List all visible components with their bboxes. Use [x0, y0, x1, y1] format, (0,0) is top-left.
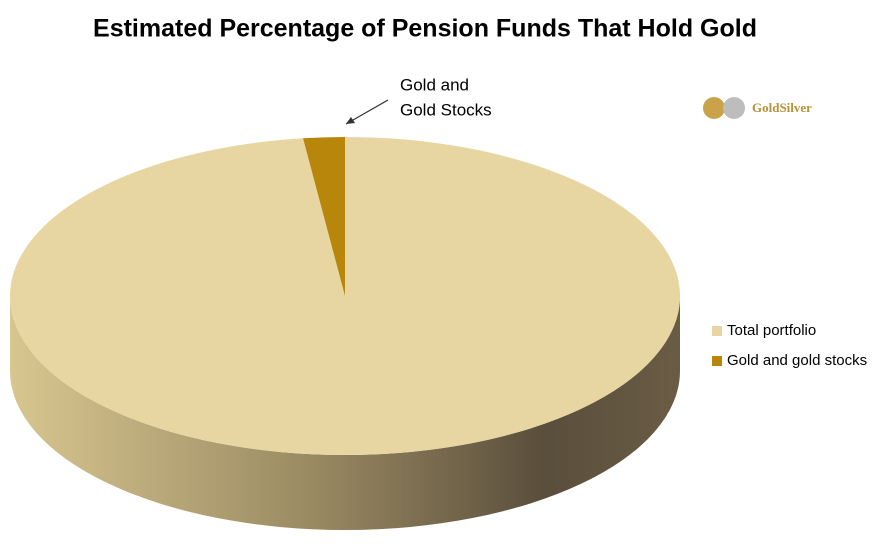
logo-coin: [703, 97, 725, 119]
legend-label: Gold and gold stocks: [727, 352, 867, 369]
slice-side: [10, 296, 680, 530]
logo-coin: [723, 97, 745, 119]
annotation: Gold Stocks: [400, 100, 492, 119]
legend-swatch: [712, 326, 722, 336]
slice: [10, 137, 681, 455]
annotation: Gold and: [400, 75, 469, 94]
annotation-arrowhead: [346, 117, 355, 124]
chart-title: Estimated Percentage of Pension Funds Th…: [93, 15, 757, 43]
legend-label: Total portfolio: [727, 322, 816, 339]
slice: [303, 137, 345, 296]
logo: GoldSilver: [703, 97, 812, 119]
legend-swatch: [712, 356, 722, 366]
logo-text: GoldSilver: [752, 100, 812, 115]
